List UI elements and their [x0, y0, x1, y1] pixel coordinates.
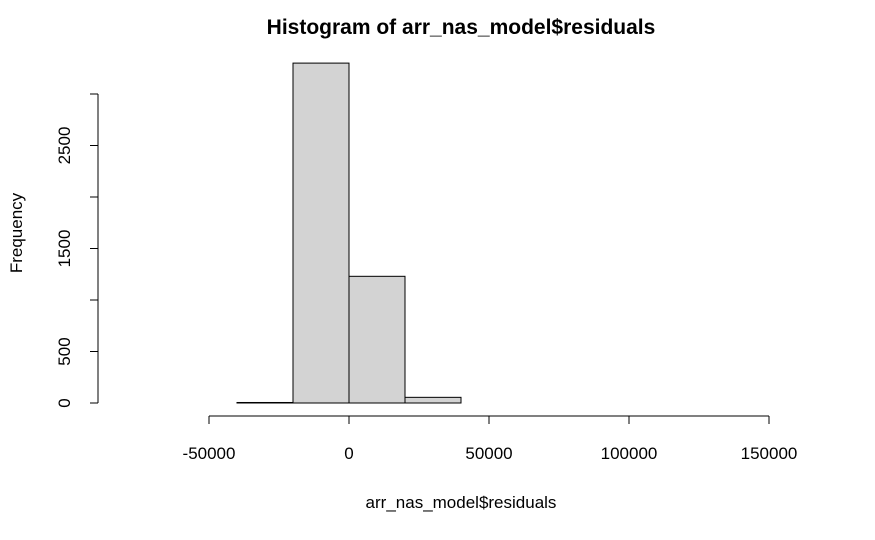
x-tick-label: 100000	[601, 444, 658, 463]
histogram-bar	[348, 275, 406, 404]
y-axis-ticks: 0 500 1500 2500	[55, 93, 98, 408]
histogram-bar	[292, 62, 350, 404]
bars-group	[236, 62, 462, 404]
y-axis-label: Frequency	[7, 192, 26, 273]
y-tick-label: 2500	[55, 127, 74, 165]
x-tick-label: 0	[344, 444, 353, 463]
x-axis-label: arr_nas_model$residuals	[366, 493, 557, 512]
y-tick-label: 0	[55, 398, 74, 407]
x-tick-label: 50000	[465, 444, 512, 463]
x-tick-label: -50000	[183, 444, 236, 463]
histogram-bar	[236, 401, 294, 404]
x-axis-ticks: -50000 0 50000 100000 150000	[183, 416, 798, 463]
histogram-bar	[404, 396, 462, 404]
y-tick-label: 500	[55, 337, 74, 365]
x-tick-label: 150000	[741, 444, 798, 463]
chart-title: Histogram of arr_nas_model$residuals	[267, 16, 656, 39]
y-tick-label: 1500	[55, 230, 74, 268]
